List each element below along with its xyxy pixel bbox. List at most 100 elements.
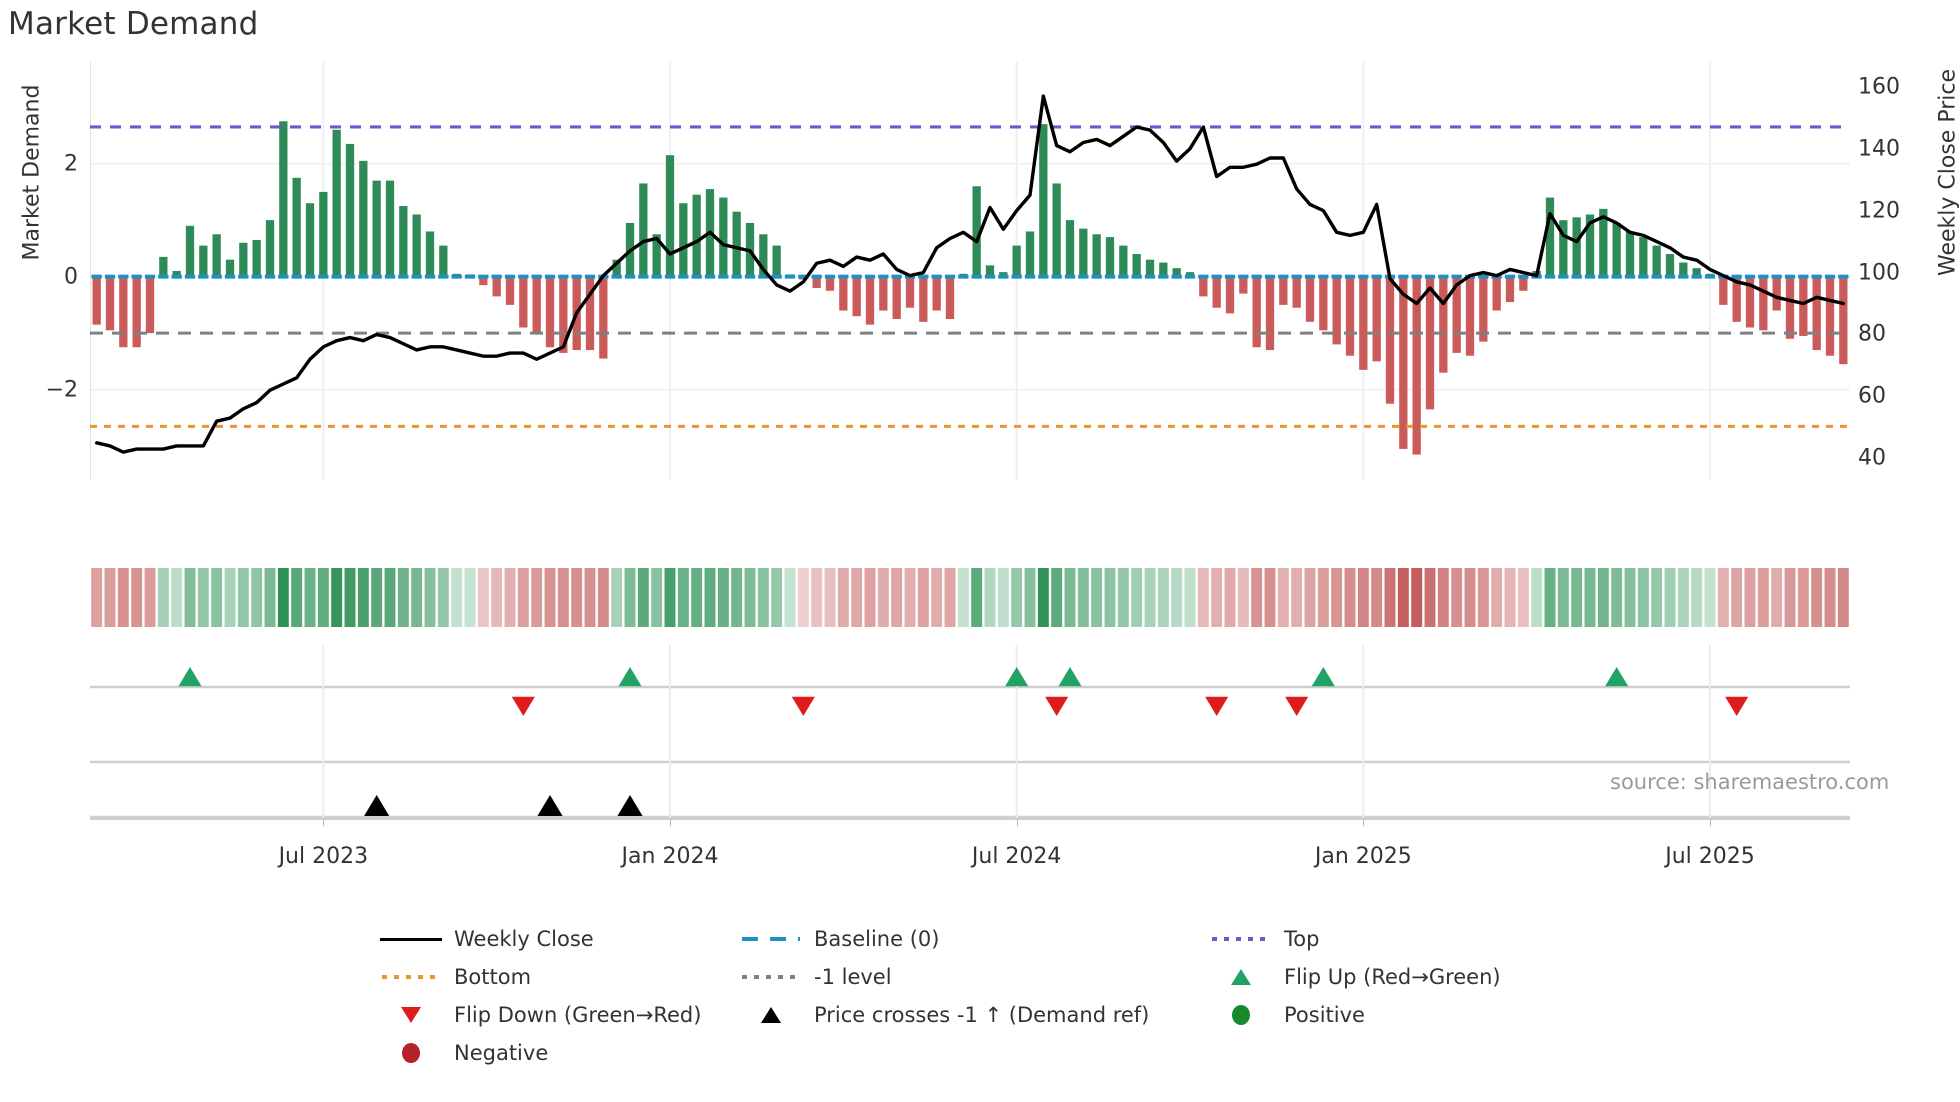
strip-svg xyxy=(91,568,1849,627)
strip-cell xyxy=(91,568,103,627)
demand-bar-positive xyxy=(172,271,181,277)
x-tick-mark xyxy=(670,818,671,826)
demand-bar-positive xyxy=(252,239,261,277)
strip-cell xyxy=(117,568,129,627)
strip-cell xyxy=(784,568,796,627)
demand-bar-positive xyxy=(399,206,408,277)
strip-cell xyxy=(1744,568,1756,627)
strip-cell xyxy=(624,568,636,627)
strip-cell xyxy=(1691,568,1703,627)
legend-item[interactable]: Top xyxy=(1210,928,1590,950)
strip-cell xyxy=(944,568,956,627)
legend-dashed-line-icon xyxy=(740,928,802,950)
strip-cell xyxy=(1437,568,1449,627)
y-right-tick-label: 160 xyxy=(1858,74,1900,100)
demand-bar-negative xyxy=(879,276,888,311)
demand-bar-positive xyxy=(292,177,301,277)
demand-bar-positive xyxy=(1159,262,1168,277)
strip-cell xyxy=(1251,568,1263,627)
legend-label: Negative xyxy=(454,1040,549,1065)
triangle-down-swatch xyxy=(401,1007,421,1023)
triangle-up-swatch xyxy=(1231,969,1251,985)
strip-cell xyxy=(1277,568,1289,627)
flip-up-marker xyxy=(618,667,642,687)
demand-bar-positive xyxy=(1665,254,1675,277)
x-tick-label: Jan 2025 xyxy=(1314,844,1412,869)
legend-item[interactable]: Positive xyxy=(1210,1004,1590,1026)
y-right-tick-label: 40 xyxy=(1858,445,1886,471)
strip-cell xyxy=(1331,568,1343,627)
line-swatch xyxy=(380,938,442,941)
legend-item[interactable]: -1 level xyxy=(740,966,1210,988)
demand-bar-positive xyxy=(412,214,421,277)
legend-dotted-line-icon xyxy=(740,966,802,988)
demand-bar-negative xyxy=(852,276,861,317)
strip-cell xyxy=(1611,568,1623,627)
strip-cell xyxy=(1651,568,1663,627)
strip-cell xyxy=(1824,568,1836,627)
demand-bar-negative xyxy=(1279,276,1288,305)
demand-bar-negative xyxy=(119,276,128,348)
circle-swatch xyxy=(1232,1005,1250,1025)
demand-bar-positive xyxy=(1692,268,1701,277)
demand-bar-positive xyxy=(1092,234,1101,277)
legend-item[interactable]: Weekly Close xyxy=(380,928,740,950)
legend-label: Baseline (0) xyxy=(814,926,940,951)
legend-label: Flip Up (Red→Green) xyxy=(1284,964,1501,989)
strip-cell xyxy=(1771,568,1783,627)
demand-bar-negative xyxy=(92,276,101,325)
demand-bar-positive xyxy=(679,203,688,277)
demand-bar-positive xyxy=(1132,254,1141,277)
demand-bar-positive xyxy=(1572,217,1581,277)
strip-cell xyxy=(1384,568,1396,627)
demand-bar-negative xyxy=(1812,276,1821,351)
demand-bar-positive xyxy=(1105,237,1115,277)
strip-cell xyxy=(104,568,116,627)
demand-bar-negative xyxy=(1212,276,1221,308)
strip-cell xyxy=(197,568,209,627)
strip-cell xyxy=(824,568,836,627)
demand-bar-positive xyxy=(385,180,395,277)
x-tick-mark xyxy=(1710,818,1711,826)
demand-bar-negative xyxy=(1745,276,1755,328)
legend-item[interactable]: Flip Down (Green→Red) xyxy=(380,1004,740,1026)
strip-cell xyxy=(664,568,676,627)
legend-item[interactable]: Flip Up (Red→Green) xyxy=(1210,966,1590,988)
strip-cell xyxy=(1557,568,1569,627)
legend-dotted-line-icon xyxy=(1210,928,1272,950)
legend-item[interactable]: Price crosses -1 ↑ (Demand ref) xyxy=(740,1004,1210,1026)
demand-bar-negative xyxy=(105,276,115,331)
legend-item[interactable]: Baseline (0) xyxy=(740,928,1210,950)
legend-label: Top xyxy=(1284,926,1320,951)
demand-bar-negative xyxy=(599,276,608,359)
demand-bar-positive xyxy=(1679,262,1688,277)
legend-item[interactable]: Negative xyxy=(380,1042,740,1064)
demand-bar-positive xyxy=(225,259,235,277)
demand-bar-negative xyxy=(905,276,915,308)
demand-bar-negative xyxy=(1199,276,1208,297)
x-tick-label: Jul 2023 xyxy=(278,844,369,869)
strip-cell xyxy=(171,568,183,627)
demand-bar-positive xyxy=(1639,237,1648,277)
flip-down-marker xyxy=(1285,696,1309,716)
legend-item[interactable]: Bottom xyxy=(380,966,740,988)
demand-bar-negative xyxy=(1292,276,1301,308)
demand-bar-negative xyxy=(1785,276,1795,339)
demand-bar-positive xyxy=(185,225,195,277)
demand-bar-positive xyxy=(332,129,341,277)
demand-bar-positive xyxy=(1599,208,1608,277)
y-left-tick-label: 2 xyxy=(64,151,78,177)
demand-bar-negative xyxy=(1505,276,1515,303)
demand-bar-negative xyxy=(1519,276,1528,291)
strip-cell xyxy=(1317,568,1329,627)
circle-swatch xyxy=(402,1043,420,1063)
flip-up-marker xyxy=(1058,667,1082,687)
flip-up-marker xyxy=(1311,667,1335,687)
strip-cell xyxy=(1104,568,1116,627)
legend-label: Bottom xyxy=(454,964,532,989)
demand-bar-positive xyxy=(345,143,355,277)
strip-cell xyxy=(1037,568,1049,627)
strip-cell xyxy=(504,568,516,627)
chart-legend: Weekly Close Baseline (0) Top Bottom -1 leve… xyxy=(380,920,1700,1072)
demand-bar-negative xyxy=(1825,276,1835,356)
